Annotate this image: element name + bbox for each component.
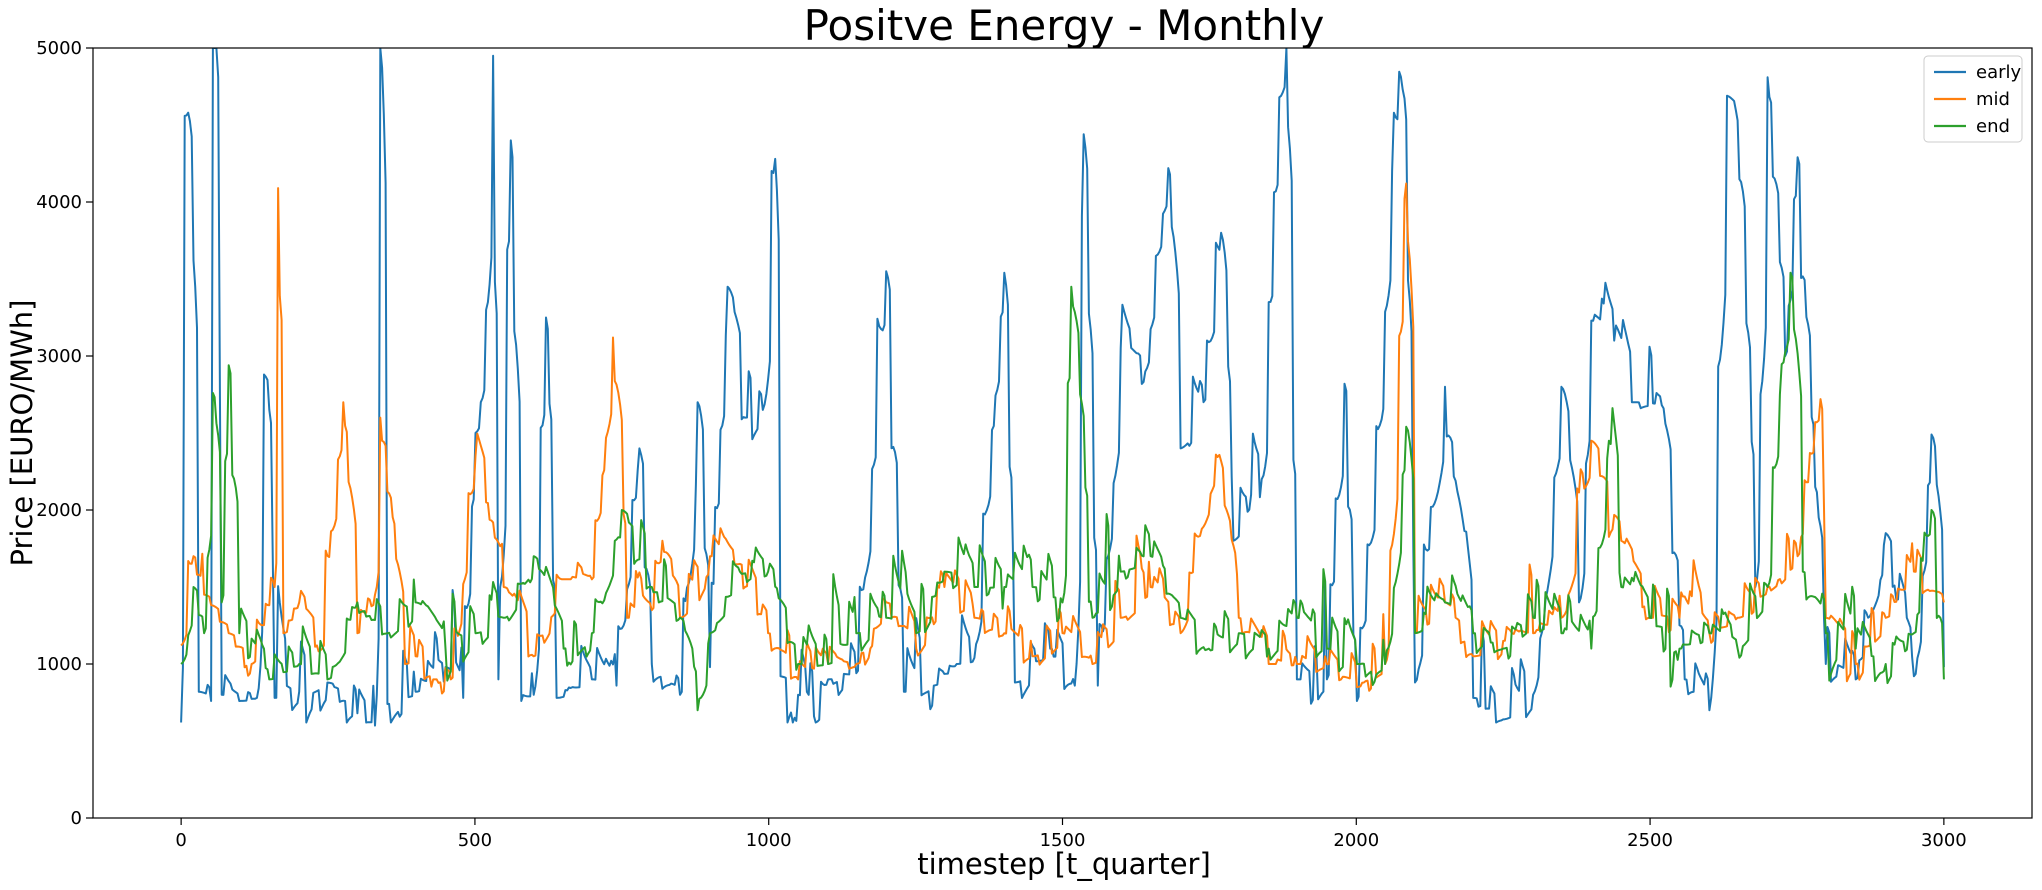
- y-tick-label: 1000: [36, 654, 82, 675]
- series-line-end: [180, 271, 1945, 712]
- chart-title: Positve Energy - Monthly: [804, 1, 1325, 50]
- x-tick-label: 1000: [746, 830, 792, 851]
- x-tick-label: 2500: [1627, 830, 1673, 851]
- legend: early mid end: [1923, 55, 2023, 143]
- legend-label-early: early: [1976, 62, 2022, 83]
- plot-frame: [92, 47, 2033, 819]
- legend-box: [1923, 55, 2023, 143]
- y-tick-label: 0: [71, 808, 82, 829]
- series-layer: [180, 48, 1945, 727]
- y-axis-label: Price [EURO/MWh]: [5, 300, 39, 567]
- y-tick-label: 2000: [36, 500, 82, 521]
- x-tick-label: 2000: [1333, 830, 1379, 851]
- x-tick-label: 0: [175, 830, 186, 851]
- y-tick-label: 3000: [36, 346, 82, 367]
- y-tick-label: 4000: [36, 192, 82, 213]
- series-line-mid: [180, 182, 1945, 695]
- x-tick-label: 500: [458, 830, 492, 851]
- x-tick-label: 3000: [1921, 830, 1967, 851]
- legend-label-mid: mid: [1976, 89, 2010, 110]
- x-axis-label: timestep [t_quarter]: [917, 847, 1211, 881]
- y-tick-label: 5000: [36, 38, 82, 59]
- x-tick-label: 1500: [1040, 830, 1086, 851]
- axes-layer: 0 500 1000 1500 2000 2500 3000 0 1000 2000 3000 400…: [36, 38, 2033, 851]
- legend-label-end: end: [1976, 116, 2010, 137]
